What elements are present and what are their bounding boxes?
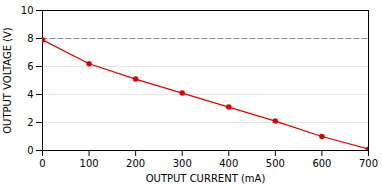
svg-text:500: 500 — [266, 158, 285, 169]
svg-text:OUTPUT VOLTAGE (V): OUTPUT VOLTAGE (V) — [2, 27, 13, 134]
svg-text:4: 4 — [27, 89, 33, 100]
svg-text:0: 0 — [27, 145, 33, 156]
svg-text:600: 600 — [312, 158, 331, 169]
svg-text:0: 0 — [39, 158, 45, 169]
svg-text:OUTPUT CURRENT (mA): OUTPUT CURRENT (mA) — [146, 173, 266, 184]
svg-text:6: 6 — [27, 61, 33, 72]
svg-text:100: 100 — [80, 158, 99, 169]
svg-text:700: 700 — [359, 158, 378, 169]
svg-text:8: 8 — [27, 33, 33, 44]
svg-text:10: 10 — [21, 5, 34, 16]
svg-text:400: 400 — [219, 158, 238, 169]
svg-text:200: 200 — [126, 158, 145, 169]
svg-text:2: 2 — [27, 117, 33, 128]
svg-text:300: 300 — [173, 158, 192, 169]
